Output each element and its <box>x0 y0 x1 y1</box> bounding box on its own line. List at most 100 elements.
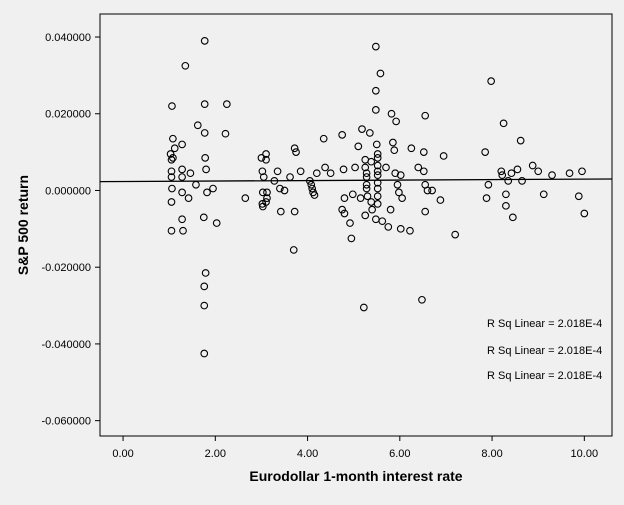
x-tick-label: 10.00 <box>571 448 599 460</box>
data-point <box>378 217 387 226</box>
data-point <box>376 69 385 78</box>
data-point <box>351 163 359 172</box>
data-point <box>338 205 347 214</box>
data-point <box>262 198 270 206</box>
data-point <box>361 163 370 172</box>
data-point <box>169 154 177 162</box>
data-point <box>257 154 266 162</box>
data-point <box>209 184 217 193</box>
data-point <box>280 186 289 195</box>
x-tick-label: 4.00 <box>297 448 318 460</box>
y-tick-label: -0.020000 <box>41 262 91 274</box>
data-point <box>178 173 186 181</box>
data-point <box>186 169 195 178</box>
data-point <box>513 165 522 174</box>
data-point <box>507 169 516 178</box>
data-point <box>354 142 363 151</box>
data-point <box>363 192 372 201</box>
data-point <box>423 186 432 195</box>
data-point <box>259 173 268 181</box>
y-axis: 0.040000 0.020000 0.000000 -0.020000 -0.0400… <box>41 32 100 428</box>
data-point <box>200 100 209 109</box>
plot-frame <box>99 13 613 437</box>
y-tick-label: 0.000000 <box>45 185 91 197</box>
data-point <box>338 130 347 139</box>
data-point <box>361 211 370 220</box>
data-point <box>487 77 495 85</box>
data-point <box>199 213 208 222</box>
data-point <box>184 194 193 202</box>
data-point <box>502 190 510 199</box>
data-point <box>310 191 319 199</box>
data-point <box>539 190 548 199</box>
data-point <box>347 234 356 243</box>
data-point <box>276 184 284 193</box>
data-point <box>241 194 250 202</box>
data-point <box>372 140 381 149</box>
data-point <box>221 129 230 138</box>
data-point <box>373 192 382 201</box>
data-point <box>371 106 380 114</box>
data-point <box>200 129 209 137</box>
data-point <box>580 209 589 218</box>
data-point <box>203 188 211 197</box>
data-point <box>534 167 543 176</box>
data-point <box>339 165 348 174</box>
data-point <box>414 163 423 172</box>
data-point <box>392 117 400 126</box>
data-point <box>262 155 270 164</box>
data-point <box>319 134 328 143</box>
data-point <box>390 146 399 155</box>
data-point <box>528 161 537 170</box>
x-tick-label: 8.00 <box>481 448 502 460</box>
data-point <box>167 167 176 176</box>
data-point <box>362 173 371 181</box>
data-point <box>169 134 177 143</box>
data-point <box>439 152 448 160</box>
data-point <box>484 180 493 189</box>
data-point <box>421 111 430 120</box>
data-point <box>202 165 210 174</box>
data-point <box>290 144 299 153</box>
data-point <box>290 207 299 216</box>
data-point <box>565 169 574 178</box>
x-axis: 0.00 2.00 4.00 6.00 8.00 10.00 <box>112 436 598 460</box>
data-point <box>389 138 397 147</box>
data-point <box>371 86 380 95</box>
data-point <box>326 169 335 178</box>
data-point <box>516 136 525 145</box>
data-point <box>263 188 271 197</box>
data-point <box>362 169 371 178</box>
data-point <box>367 157 376 166</box>
data-point <box>179 226 187 235</box>
data-point <box>418 295 426 304</box>
fit-line <box>99 178 613 183</box>
data-point <box>574 192 583 201</box>
data-point <box>289 246 298 254</box>
data-point <box>373 154 382 162</box>
data-point <box>292 148 300 156</box>
data-point <box>373 161 382 170</box>
data-point <box>481 148 490 156</box>
data-point <box>276 207 285 216</box>
data-point <box>359 303 368 312</box>
data-point <box>421 207 430 216</box>
data-point <box>263 194 271 202</box>
data-point <box>340 209 349 218</box>
data-point <box>373 171 382 179</box>
data-point <box>167 226 176 235</box>
data-point <box>178 188 186 197</box>
data-point <box>167 173 176 181</box>
data-point <box>497 167 506 176</box>
data-point <box>384 223 393 231</box>
data-point <box>419 167 428 176</box>
data-point <box>262 150 270 158</box>
r-sq-annotation: R Sq Linear = 2.018E-4 <box>487 370 602 382</box>
data-point <box>340 194 349 202</box>
annotations-layer: R Sq Linear = 2.018E-4 R Sq Linear = 2.01… <box>487 318 602 382</box>
data-point <box>373 178 382 187</box>
data-point <box>365 129 374 137</box>
data-point <box>321 163 329 172</box>
data-point <box>178 215 186 224</box>
